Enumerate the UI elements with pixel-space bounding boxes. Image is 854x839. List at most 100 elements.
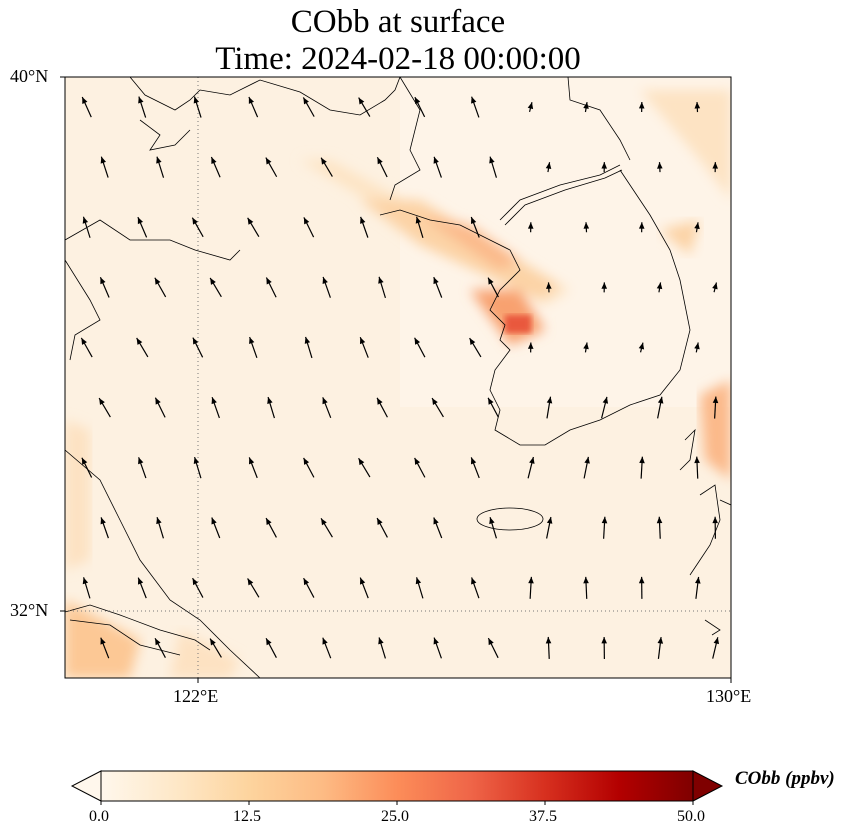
wind-arrow-head [154, 277, 161, 285]
wind-arrow-head [138, 457, 144, 465]
wind-arrow-head [155, 397, 161, 405]
wind-arrow-head [267, 397, 273, 404]
wind-arrow-head [601, 516, 608, 524]
wind-arrow-head [377, 157, 383, 165]
wind-arrow-head [82, 577, 89, 585]
wind-arrow-head [414, 97, 421, 105]
wind-arrow-head [155, 638, 161, 646]
axis-ticks [60, 76, 732, 683]
wind-arrow-head [488, 638, 494, 646]
wind-arrow-head [546, 516, 553, 524]
wind-arrow-head [210, 277, 216, 285]
wind-arrow-head [638, 342, 645, 350]
wind-arrow-head [657, 396, 664, 404]
colorbar-max-extend [692, 770, 724, 802]
wind-arrow-head [712, 162, 719, 169]
colorbar-label: CObb (ppbv) [735, 768, 835, 789]
wind-arrow-head [488, 397, 494, 405]
wind-arrow-head [471, 577, 477, 585]
wind-arrow-head [656, 282, 663, 290]
wind-arrow-head [322, 276, 328, 284]
wind-arrow-head [156, 156, 162, 164]
wind-arrow-head [583, 102, 589, 109]
wind-arrow-head [358, 97, 365, 105]
wind-arrow-head [248, 457, 255, 465]
lon-label-130e: 130°E [706, 686, 752, 706]
wind-arrow-head [529, 456, 535, 464]
wind-arrow-head [137, 577, 144, 585]
wind-arrow-head [192, 337, 199, 345]
wind-arrow-head [545, 162, 552, 169]
wind-arrow-head [657, 162, 663, 169]
wind-arrow-head [247, 578, 254, 586]
lon-label-122e: 122°E [173, 686, 219, 706]
wind-arrow-head [415, 216, 422, 224]
map-frame [64, 76, 732, 679]
wind-arrow-head [657, 637, 664, 644]
wind-arrow-head [266, 638, 272, 646]
map-time: Time: 2024-02-18 00:00:00 [215, 41, 581, 77]
wind-arrow-head [248, 96, 255, 104]
wind-arrow-head [527, 342, 534, 349]
wind-arrow-head [82, 216, 89, 224]
wind-arrow-head [470, 457, 477, 465]
wind-arrow-head [469, 338, 476, 345]
wind-arrow-head [527, 102, 534, 110]
wind-arrow-head [211, 157, 217, 165]
wind-arrow-head [471, 96, 477, 104]
map-title: CObb at surface [290, 4, 506, 40]
wind-arrow-head [583, 222, 590, 229]
wind-arrow-head [81, 457, 88, 465]
concentration-field [65, 77, 731, 678]
wind-arrow-head [546, 282, 552, 289]
wind-arrow-head [414, 457, 421, 465]
wind-arrow-head [527, 222, 534, 229]
colorbar [70, 770, 724, 805]
wind-arrow-head [359, 337, 366, 345]
wind-arrow-head [639, 456, 645, 464]
wind-arrow-head [488, 277, 494, 285]
wind-arrow-head [432, 398, 438, 406]
wind-arrow-head [303, 578, 310, 586]
wind-arrow-head [694, 456, 700, 464]
wind-arrow-head [265, 157, 272, 165]
colorbar-tick-label: 37.5 [529, 808, 557, 825]
wind-arrow-head [138, 96, 144, 104]
wind-arrow-head [601, 282, 608, 289]
wind-arrow-head [193, 457, 200, 465]
wind-arrow-head [377, 518, 383, 525]
wind-arrow-head [694, 342, 700, 350]
wind-arrow-head [82, 97, 88, 105]
wind-arrow-head [100, 277, 106, 285]
wind-arrow-head [136, 337, 143, 345]
wind-arrow-head [528, 576, 534, 584]
wind-arrow-head [81, 337, 87, 345]
wind-arrow-head [583, 576, 589, 584]
wind-arrow-head [247, 217, 254, 225]
wind-arrow-head [584, 456, 590, 464]
wind-arrow-head [303, 97, 309, 105]
wind-arrow-head [712, 516, 718, 524]
colorbar-gradient [101, 771, 693, 801]
wind-arrow-head [321, 518, 327, 526]
wind-arrow-head [378, 637, 384, 645]
wind-arrow-head [100, 517, 106, 525]
wind-arrow-head [322, 397, 328, 405]
wind-arrow-head [489, 517, 495, 525]
wind-arrow-head [100, 637, 106, 645]
wind-arrow-head [414, 337, 421, 345]
coastlines [65, 77, 731, 678]
wind-arrow-head [99, 398, 105, 406]
wind-arrow-head [266, 518, 272, 526]
wind-arrow-head [694, 102, 701, 109]
wind-arrow-head [638, 576, 645, 584]
wind-arrow-head [712, 396, 719, 404]
colorbar-tick-label: 25.0 [381, 808, 409, 825]
wind-arrow-head [211, 397, 217, 405]
wind-arrow-head [321, 157, 327, 165]
wind-arrow-head [433, 156, 439, 164]
wind-arrow-head [378, 276, 384, 284]
wind-arrow-head [249, 337, 255, 345]
wind-arrow-head [583, 342, 589, 350]
